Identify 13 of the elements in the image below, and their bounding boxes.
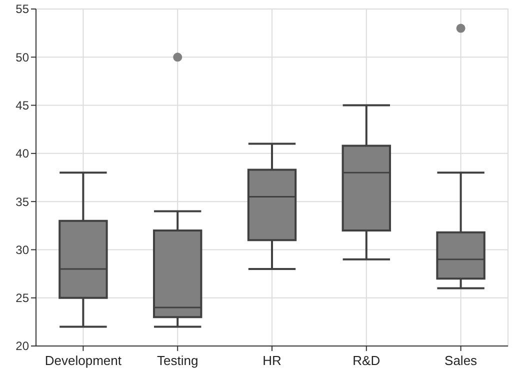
x-tick-label: HR bbox=[262, 353, 282, 368]
y-tick-label: 25 bbox=[16, 291, 30, 306]
y-tick-label: 20 bbox=[16, 339, 30, 354]
x-tick-label: Sales bbox=[444, 353, 478, 368]
y-tick-label: 35 bbox=[16, 194, 30, 209]
y-tick-label: 55 bbox=[16, 2, 30, 16]
y-tick-label: 45 bbox=[16, 98, 30, 112]
y-tick-label: 30 bbox=[16, 242, 30, 257]
x-tick-label: R&D bbox=[352, 353, 380, 368]
y-tick-label: 50 bbox=[16, 50, 30, 64]
x-tick-label: Development bbox=[44, 353, 122, 368]
x-tick-label: Testing bbox=[157, 353, 198, 368]
y-tick-label: 40 bbox=[16, 146, 30, 161]
